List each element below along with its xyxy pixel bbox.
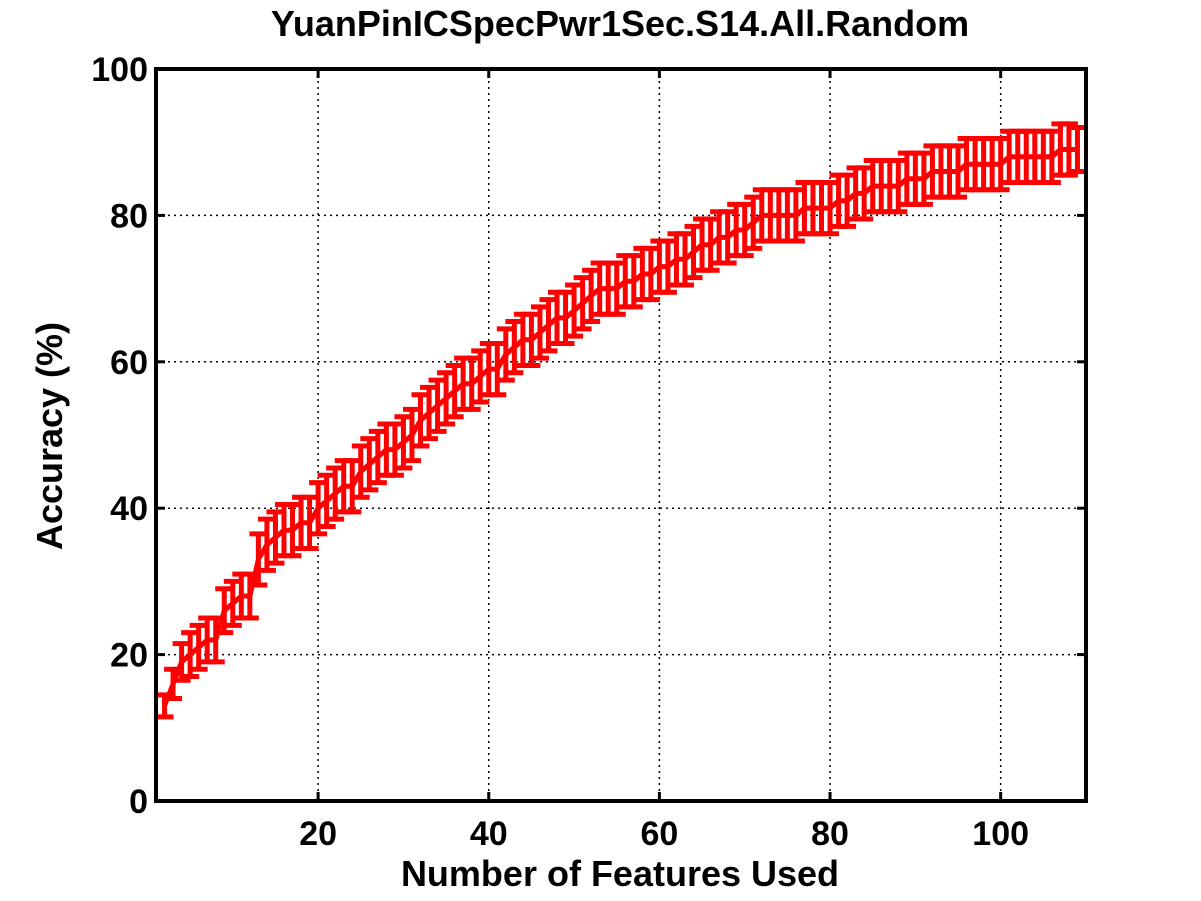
y-tick-label: 80 — [110, 197, 148, 235]
series-layer — [155, 121, 1087, 720]
y-tick-label: 20 — [110, 637, 148, 675]
error-bar — [249, 531, 268, 588]
plot-frame — [154, 67, 1088, 803]
y-tick-label: 100 — [91, 51, 148, 89]
y-tick-labels: 0 20 40 60 80 100 — [91, 51, 148, 821]
x-axis-label: Number of Features Used — [401, 853, 839, 894]
y-tick-label: 40 — [110, 490, 148, 528]
x-tick-label: 60 — [640, 815, 678, 853]
x-tick-label: 80 — [811, 815, 849, 853]
error-bar — [488, 341, 507, 398]
error-bar — [1068, 125, 1087, 174]
x-tick-label: 100 — [972, 815, 1029, 853]
tick-marks — [156, 67, 1086, 803]
error-bar — [343, 458, 362, 515]
y-tick-label: 0 — [129, 783, 148, 821]
error-bar — [206, 615, 225, 665]
y-tick-label: 60 — [110, 344, 148, 382]
x-tick-label: 20 — [299, 815, 337, 853]
error-bar — [240, 571, 259, 621]
error-bar — [402, 406, 421, 464]
error-bar — [1059, 121, 1078, 178]
y-axis-label: Accuracy (%) — [29, 322, 70, 550]
error-bar — [300, 494, 319, 551]
chart-title: YuanPinICSpecPwr1Sec.S14.All.Random — [271, 3, 969, 44]
x-tick-label: 40 — [470, 815, 508, 853]
error-bar — [164, 666, 183, 702]
x-tick-labels: 20 40 60 80 100 — [299, 815, 1029, 853]
